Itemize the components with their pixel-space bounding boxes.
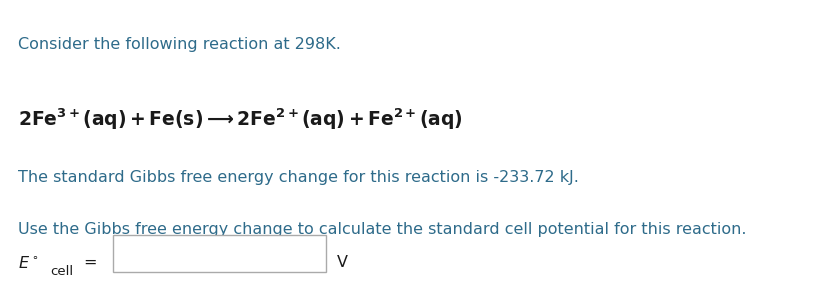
- Text: =: =: [84, 255, 97, 270]
- Text: cell: cell: [50, 265, 74, 278]
- Text: $\mathbf{2Fe^{3+}(aq) + Fe(s){\longrightarrow}2Fe^{2+}(aq) + Fe^{2+}(aq)}$: $\mathbf{2Fe^{3+}(aq) + Fe(s){\longright…: [18, 106, 462, 132]
- FancyBboxPatch shape: [113, 235, 326, 272]
- Text: $\mathit{E}^\circ$: $\mathit{E}^\circ$: [18, 255, 39, 271]
- Text: Consider the following reaction at 298K.: Consider the following reaction at 298K.: [18, 37, 341, 52]
- Text: Use the Gibbs free energy change to calculate the standard cell potential for th: Use the Gibbs free energy change to calc…: [18, 222, 746, 237]
- Text: The standard Gibbs free energy change for this reaction is -233.72 kJ.: The standard Gibbs free energy change fo…: [18, 170, 579, 185]
- Text: V: V: [336, 255, 347, 270]
